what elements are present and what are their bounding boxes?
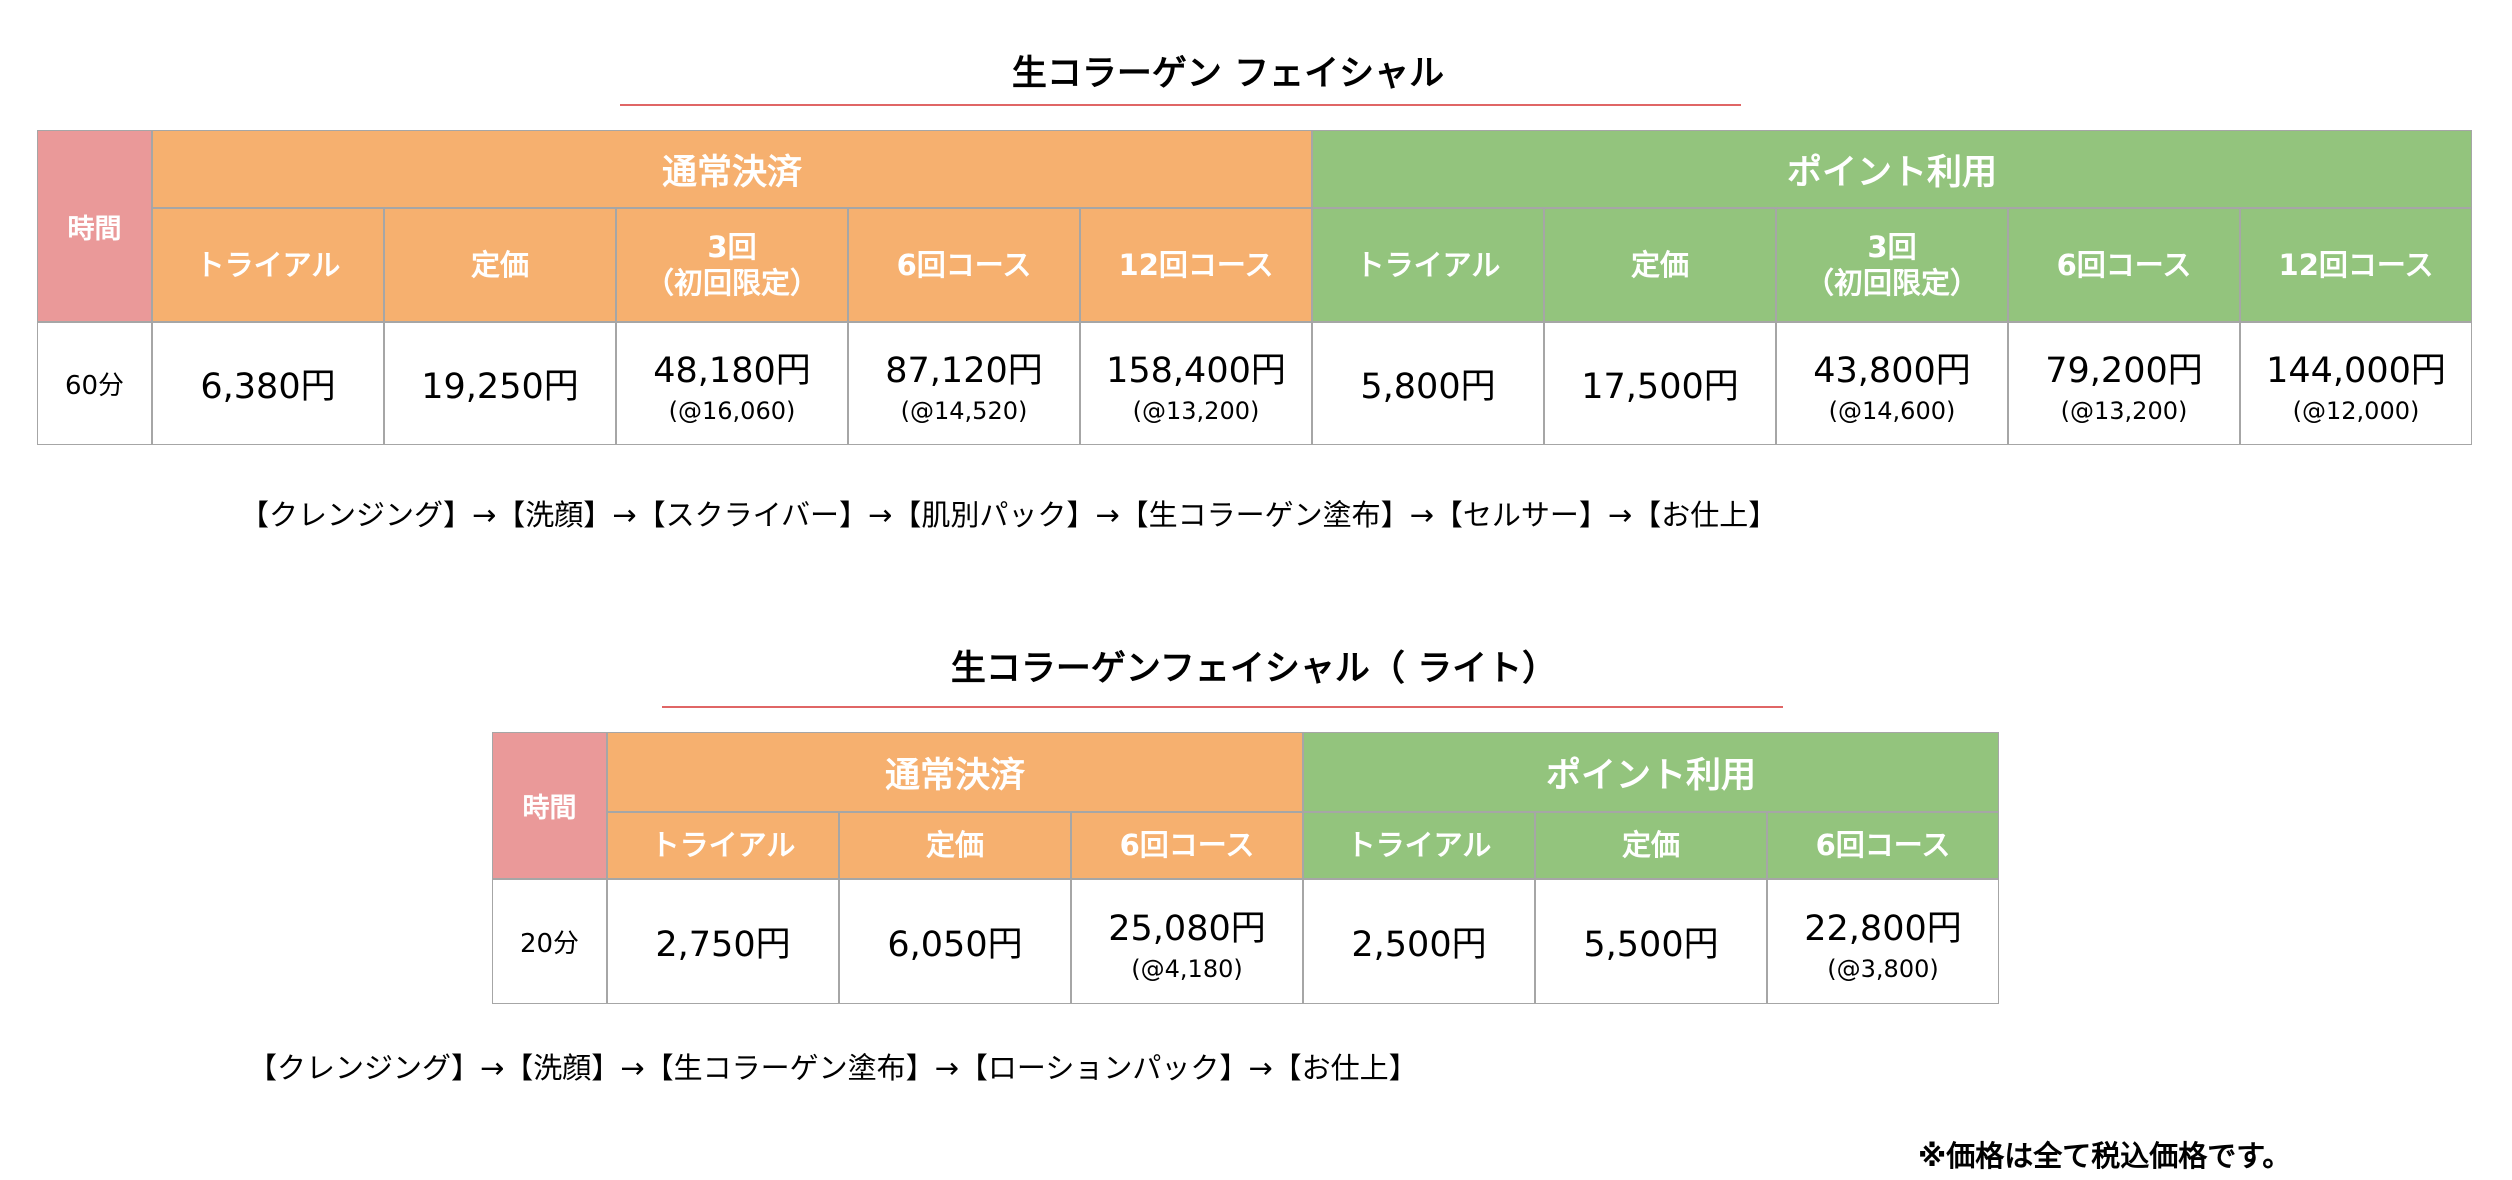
unit-price: (@3,800) xyxy=(1827,955,1939,983)
section-title: 生コラーゲンフェイシャル（ ライト） xyxy=(950,649,1558,689)
time-header: 時間 xyxy=(37,130,152,322)
treatment-flow: 【クレンジング】→【洗顔】→【生コラーゲン塗布】→【ローションパック】→【お仕上… xyxy=(248,1051,1418,1085)
treatment-flow: 【クレンジング】→【洗顔】→【スクライバー】→【肌別パック】→【生コラーゲン塗布… xyxy=(240,498,1778,532)
price-cell: 5,800円 xyxy=(1312,322,1544,445)
group-header: ポイント利用 xyxy=(1312,130,2472,208)
price: 5,800円 xyxy=(1360,367,1496,407)
title-underline xyxy=(620,104,1741,106)
price-cell: 6,050円 xyxy=(839,879,1071,1004)
price: 144,000円 xyxy=(2266,351,2446,391)
price-cell: 87,120円 (@14,520) xyxy=(848,322,1080,445)
price-cell: 25,080円 (@4,180) xyxy=(1071,879,1303,1004)
column-header: 12回コース xyxy=(1080,208,1312,322)
price: 43,800円 xyxy=(1813,351,1971,391)
price: 6,380円 xyxy=(200,367,336,407)
column-header: 6回コース xyxy=(1767,812,1999,879)
price: 2,500円 xyxy=(1351,925,1487,965)
column-header: 定価 xyxy=(384,208,616,322)
column-header: 3回 （初回限定） xyxy=(1776,208,2008,322)
column-header: 3回 （初回限定） xyxy=(616,208,848,322)
column-header: 12回コース xyxy=(2240,208,2472,322)
price-cell: 43,800円 (@14,600) xyxy=(1776,322,2008,445)
unit-price: (@13,200) xyxy=(1132,397,1260,425)
time-cell: 60分 xyxy=(37,322,152,445)
price-cell: 2,500円 xyxy=(1303,879,1535,1004)
price-cell: 2,750円 xyxy=(607,879,839,1004)
section-title: 生コラーゲン フェイシャル xyxy=(1011,54,1445,94)
price-cell: 5,500円 xyxy=(1535,879,1767,1004)
price-cell: 144,000円 (@12,000) xyxy=(2240,322,2472,445)
price-cell: 19,250円 xyxy=(384,322,616,445)
column-header: トライアル xyxy=(1303,812,1535,879)
price-cell: 79,200円 (@13,200) xyxy=(2008,322,2240,445)
column-header: トライアル xyxy=(607,812,839,879)
price: 158,400円 xyxy=(1106,351,1286,391)
price: 19,250円 xyxy=(421,367,579,407)
column-header: 定価 xyxy=(839,812,1071,879)
unit-price: (@4,180) xyxy=(1131,955,1243,983)
price-cell: 6,380円 xyxy=(152,322,384,445)
time-header: 時間 xyxy=(492,732,607,879)
price: 2,750円 xyxy=(655,925,791,965)
column-header: トライアル xyxy=(1312,208,1544,322)
price-cell: 48,180円 (@16,060) xyxy=(616,322,848,445)
price: 48,180円 xyxy=(653,351,811,391)
price: 6,050円 xyxy=(887,925,1023,965)
group-header: ポイント利用 xyxy=(1303,732,1999,812)
price-note: ※価格は全て税込価格です。 xyxy=(1918,1139,2292,1173)
title-underline xyxy=(662,706,1783,708)
column-header: 6回コース xyxy=(2008,208,2240,322)
time-cell: 20分 xyxy=(492,879,607,1004)
price: 22,800円 xyxy=(1804,909,1962,949)
unit-price: (@16,060) xyxy=(668,397,796,425)
column-header: 6回コース xyxy=(848,208,1080,322)
unit-price: (@14,600) xyxy=(1828,397,1956,425)
price-cell: 158,400円 (@13,200) xyxy=(1080,322,1312,445)
unit-price: (@12,000) xyxy=(2292,397,2420,425)
price: 17,500円 xyxy=(1581,367,1739,407)
price: 79,200円 xyxy=(2045,351,2203,391)
unit-price: (@14,520) xyxy=(900,397,1028,425)
column-header: 6回コース xyxy=(1071,812,1303,879)
group-header: 通常決済 xyxy=(607,732,1303,812)
price: 87,120円 xyxy=(885,351,1043,391)
column-header: 定価 xyxy=(1535,812,1767,879)
price-cell: 22,800円 (@3,800) xyxy=(1767,879,1999,1004)
unit-price: (@13,200) xyxy=(2060,397,2188,425)
price-cell: 17,500円 xyxy=(1544,322,1776,445)
column-header: 定価 xyxy=(1544,208,1776,322)
price: 25,080円 xyxy=(1108,909,1266,949)
column-header: トライアル xyxy=(152,208,384,322)
price: 5,500円 xyxy=(1583,925,1719,965)
group-header: 通常決済 xyxy=(152,130,1312,208)
